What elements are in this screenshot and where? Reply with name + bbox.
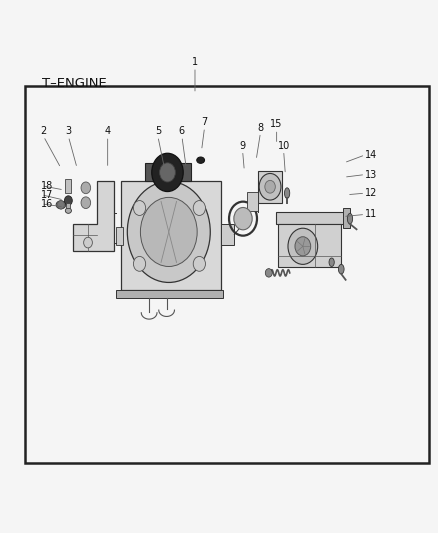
Polygon shape <box>258 171 283 203</box>
Ellipse shape <box>285 188 290 198</box>
Text: 8: 8 <box>258 123 264 133</box>
Text: 5: 5 <box>155 126 161 136</box>
Text: 12: 12 <box>365 188 378 198</box>
Text: 15: 15 <box>270 119 283 130</box>
Polygon shape <box>121 181 221 290</box>
Ellipse shape <box>339 264 344 274</box>
Ellipse shape <box>347 213 353 224</box>
Ellipse shape <box>197 157 205 164</box>
Circle shape <box>288 228 318 264</box>
Circle shape <box>141 197 197 266</box>
Text: 16: 16 <box>41 199 53 209</box>
Circle shape <box>84 237 92 248</box>
Circle shape <box>259 173 281 200</box>
Circle shape <box>295 237 311 256</box>
Circle shape <box>127 181 210 282</box>
Text: 18: 18 <box>41 181 53 191</box>
Circle shape <box>234 207 252 230</box>
Circle shape <box>193 200 205 215</box>
Circle shape <box>81 182 91 193</box>
Text: 2: 2 <box>40 126 46 136</box>
Polygon shape <box>145 163 191 181</box>
Circle shape <box>134 200 146 215</box>
Circle shape <box>265 269 272 277</box>
Text: 17: 17 <box>41 190 54 200</box>
Ellipse shape <box>329 258 334 266</box>
Text: 3: 3 <box>65 126 71 136</box>
Circle shape <box>57 200 64 209</box>
Polygon shape <box>276 212 346 224</box>
Text: 13: 13 <box>365 169 378 180</box>
Text: 9: 9 <box>240 141 246 151</box>
Circle shape <box>193 256 205 271</box>
Circle shape <box>159 163 175 182</box>
Text: 4: 4 <box>105 126 111 136</box>
Text: 10: 10 <box>278 141 290 151</box>
Polygon shape <box>278 224 341 266</box>
Circle shape <box>134 256 146 271</box>
Polygon shape <box>117 227 123 245</box>
Polygon shape <box>73 181 114 251</box>
Ellipse shape <box>56 201 66 209</box>
Circle shape <box>81 197 91 208</box>
FancyBboxPatch shape <box>65 179 71 193</box>
Circle shape <box>64 196 72 205</box>
Text: T–ENGINE: T–ENGINE <box>42 77 107 90</box>
Text: 6: 6 <box>179 126 185 136</box>
Circle shape <box>265 180 276 193</box>
Text: 11: 11 <box>365 209 378 220</box>
Ellipse shape <box>65 208 71 213</box>
Text: 7: 7 <box>201 117 208 127</box>
Polygon shape <box>221 224 234 245</box>
FancyBboxPatch shape <box>66 203 70 208</box>
Circle shape <box>152 154 183 191</box>
Text: 14: 14 <box>365 150 378 160</box>
Polygon shape <box>117 290 223 298</box>
Text: 1: 1 <box>192 57 198 67</box>
Polygon shape <box>343 208 350 228</box>
Polygon shape <box>247 192 258 211</box>
